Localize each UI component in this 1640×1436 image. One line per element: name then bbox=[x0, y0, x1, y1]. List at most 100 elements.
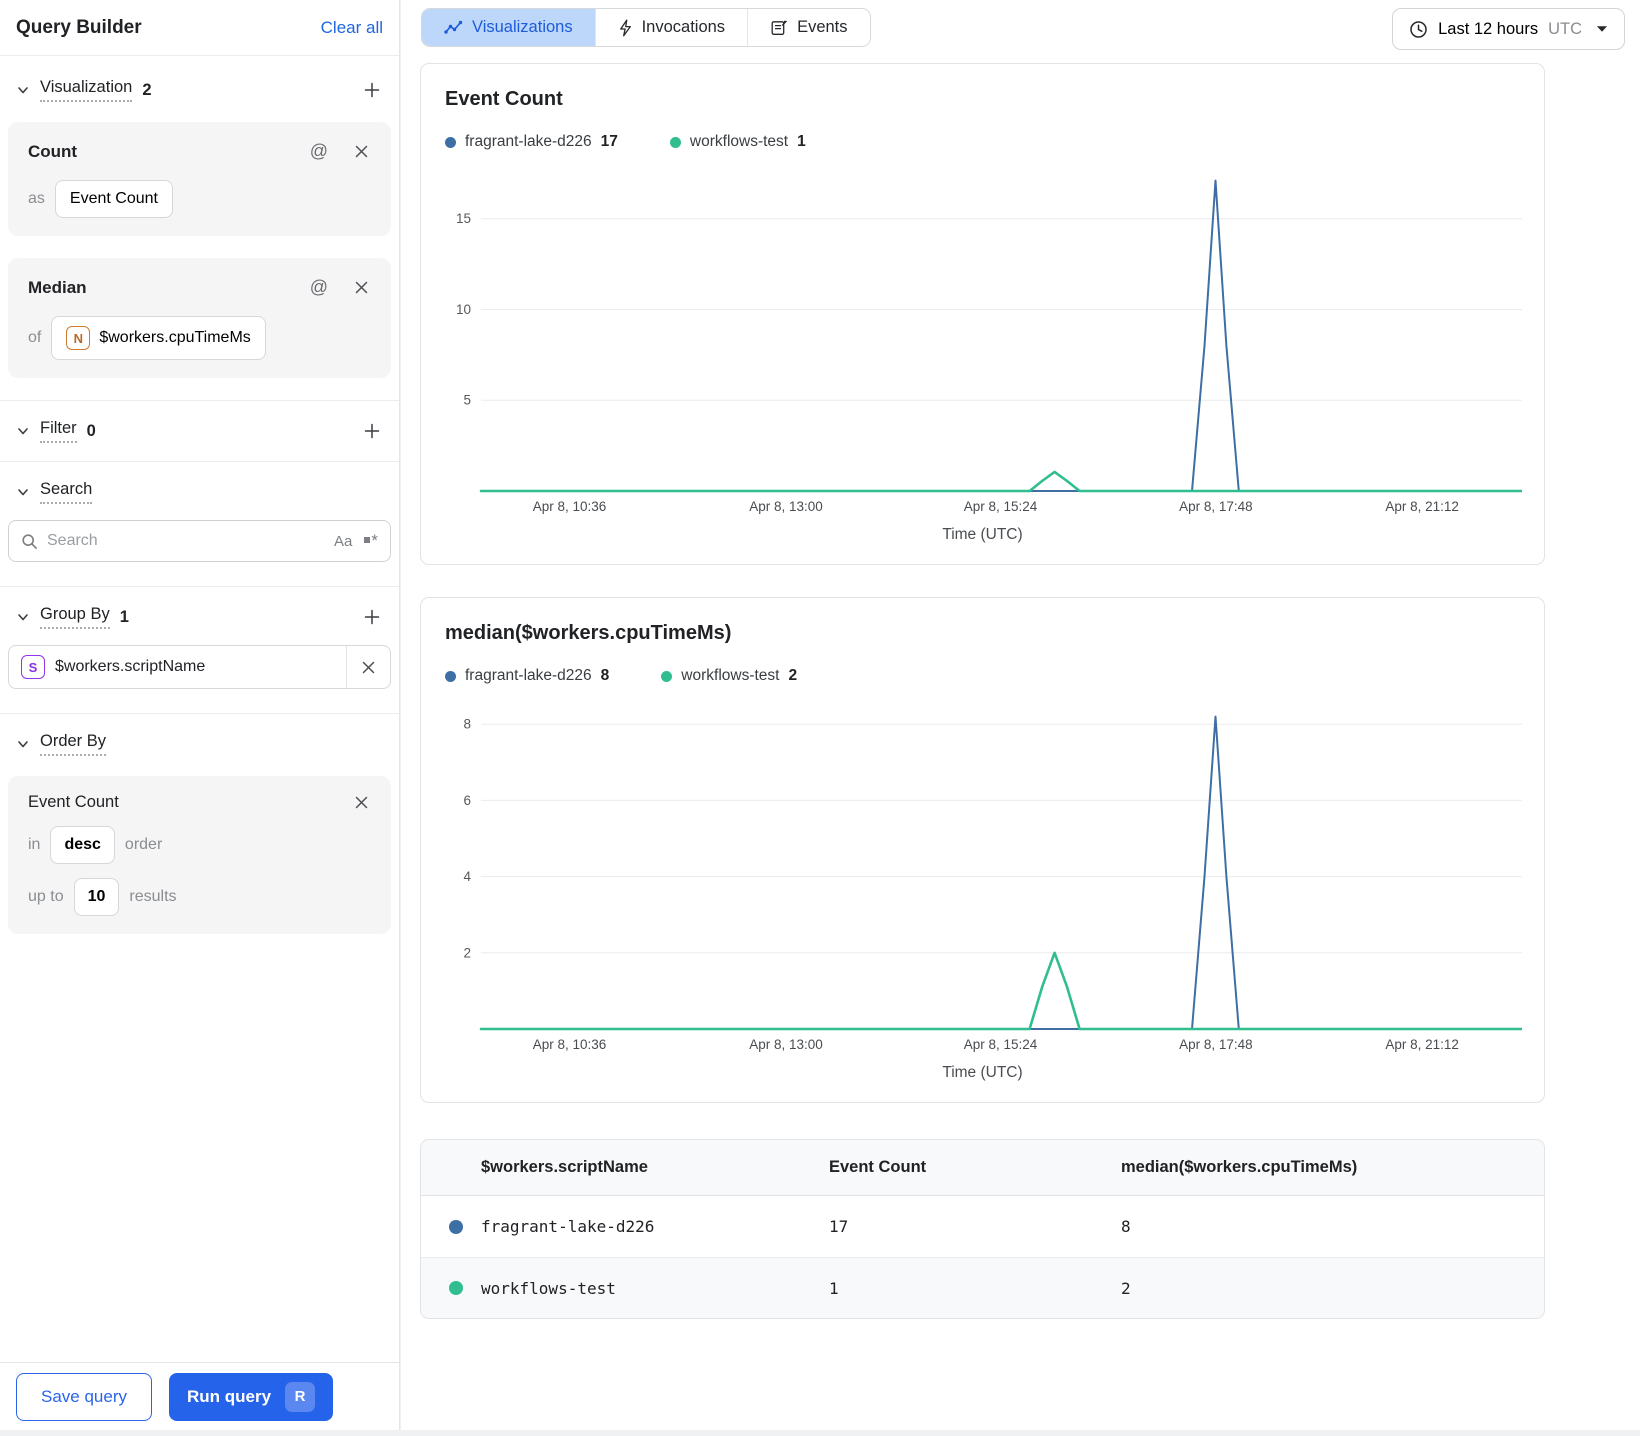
median-field-value: $workers.cpuTimeMs bbox=[99, 329, 251, 346]
chevron-down-icon[interactable] bbox=[16, 737, 30, 751]
group-by-item[interactable]: S $workers.scriptName bbox=[8, 645, 391, 689]
event-count-chart-card: Event Count fragrant-lake-d226 17 workfl… bbox=[420, 63, 1545, 565]
column-script-name: $workers.scriptName bbox=[481, 1158, 648, 1176]
svg-text:8: 8 bbox=[463, 717, 471, 732]
run-query-button[interactable]: Run query R bbox=[169, 1372, 334, 1421]
chart-title: Event Count bbox=[445, 88, 563, 110]
chart-svg: 2 4 6 8 Apr 8, 10:36 Apr 8, 13:00 Apr 8, 15:24… bbox=[463, 715, 1524, 1052]
visualization-count: 2 bbox=[142, 80, 152, 99]
view-tabs: Visualizations Invocations Events bbox=[421, 8, 871, 47]
cell-script-name: workflows-test bbox=[481, 1278, 616, 1298]
search-input[interactable] bbox=[47, 532, 323, 550]
order-by-field: Event Count bbox=[28, 793, 119, 811]
plus-icon bbox=[364, 82, 380, 98]
group-by-section-label[interactable]: Group By bbox=[40, 605, 110, 629]
median-field-selector[interactable]: N $workers.cpuTimeMs bbox=[51, 316, 266, 360]
chart-svg: 5 10 15 Apr 8, 10:36 Apr 8, 13:00 Apr 8, 15:2… bbox=[456, 179, 1524, 514]
column-event-count: Event Count bbox=[829, 1158, 927, 1176]
svg-text:Apr 8, 10:36: Apr 8, 10:36 bbox=[533, 499, 607, 514]
remove-median-button[interactable] bbox=[352, 278, 371, 297]
caret-down-icon bbox=[1597, 26, 1607, 32]
filter-section-header: Filter 0 bbox=[0, 419, 399, 443]
time-range-selector[interactable]: Last 12 hours UTC bbox=[1392, 8, 1625, 50]
chevron-down-icon[interactable] bbox=[16, 485, 30, 499]
visualization-card-count: Count @ as Event Count bbox=[8, 122, 391, 236]
svg-text:Apr 8, 15:24: Apr 8, 15:24 bbox=[964, 1037, 1038, 1052]
table-row[interactable]: workflows-test 1 2 bbox=[421, 1257, 1544, 1318]
series-dot bbox=[445, 136, 456, 148]
lightning-icon bbox=[619, 19, 631, 36]
alias-button[interactable]: @ bbox=[308, 139, 330, 164]
match-case-icon: Aa bbox=[334, 532, 353, 550]
tab-invocations[interactable]: Invocations bbox=[594, 9, 748, 46]
svg-text:4: 4 bbox=[463, 869, 471, 884]
tab-visualizations[interactable]: Visualizations bbox=[422, 9, 595, 46]
cell-event-count: 1 bbox=[829, 1278, 839, 1298]
close-icon bbox=[355, 796, 368, 809]
svg-text:Apr 8, 17:48: Apr 8, 17:48 bbox=[1179, 1037, 1253, 1052]
search-section-label[interactable]: Search bbox=[40, 480, 93, 504]
timezone-label: UTC bbox=[1548, 19, 1582, 38]
series-total: 1 bbox=[797, 133, 806, 150]
chevron-down-icon[interactable] bbox=[16, 83, 30, 97]
column-median: median($workers.cpuTimeMs) bbox=[1121, 1158, 1358, 1176]
chevron-down-icon[interactable] bbox=[16, 610, 30, 624]
series-dot bbox=[669, 136, 681, 148]
divider bbox=[0, 586, 399, 587]
svg-text:Apr 8, 21:12: Apr 8, 21:12 bbox=[1385, 1037, 1459, 1052]
median-card-title: Median bbox=[28, 277, 87, 297]
visualization-section-label[interactable]: Visualization bbox=[40, 78, 133, 102]
remove-order-by-button[interactable] bbox=[352, 793, 371, 812]
cell-script-name: fragrant-lake-d226 bbox=[481, 1217, 655, 1236]
sort-direction-selector[interactable]: desc bbox=[50, 826, 115, 864]
series-dot bbox=[449, 1219, 463, 1234]
run-query-label: Run query bbox=[187, 1386, 272, 1406]
clear-all-button[interactable]: Clear all bbox=[320, 17, 383, 37]
chevron-down-icon[interactable] bbox=[16, 424, 30, 438]
regex-toggle[interactable]: * bbox=[364, 532, 378, 549]
up-to-label: up to bbox=[28, 888, 64, 905]
order-by-card: Event Count in desc order up to 10 resul… bbox=[8, 776, 391, 934]
series-dot bbox=[661, 670, 673, 682]
table-row[interactable]: fragrant-lake-d226 17 8 bbox=[421, 1196, 1544, 1257]
legend-item[interactable]: fragrant-lake-d226 8 bbox=[445, 667, 609, 685]
table-header-row: $workers.scriptName Event Count median($… bbox=[421, 1140, 1544, 1196]
chart-legend: fragrant-lake-d226 8 workflows-test 2 bbox=[445, 667, 1520, 685]
cell-median: 2 bbox=[1121, 1278, 1131, 1298]
median-cputime-chart: 2 4 6 8 Apr 8, 10:36 Apr 8, 13:00 Apr 8, 15:24… bbox=[445, 699, 1524, 1060]
tab-events[interactable]: Events bbox=[747, 9, 870, 46]
order-by-section-label[interactable]: Order By bbox=[40, 732, 107, 756]
regex-icon bbox=[364, 537, 371, 543]
results-label: results bbox=[129, 888, 177, 905]
time-range-label: Last 12 hours bbox=[1438, 19, 1539, 38]
svg-text:Apr 8, 17:48: Apr 8, 17:48 bbox=[1179, 499, 1253, 514]
search-section-header: Search bbox=[0, 480, 399, 504]
svg-text:Apr 8, 21:12: Apr 8, 21:12 bbox=[1385, 499, 1459, 514]
add-filter-button[interactable] bbox=[361, 420, 383, 442]
remove-count-button[interactable] bbox=[352, 142, 371, 161]
event-count-alias-field[interactable]: Event Count bbox=[54, 180, 173, 218]
filter-section-label[interactable]: Filter bbox=[40, 419, 77, 443]
event-log-icon bbox=[771, 20, 788, 35]
sidebar-footer: Save query Run query R bbox=[0, 1362, 399, 1430]
svg-text:Apr 8, 15:24: Apr 8, 15:24 bbox=[964, 499, 1038, 514]
legend-item[interactable]: fragrant-lake-d226 17 bbox=[445, 133, 618, 151]
add-visualization-button[interactable] bbox=[361, 79, 383, 101]
alias-button[interactable]: @ bbox=[308, 275, 330, 300]
legend-item[interactable]: workflows-test 2 bbox=[661, 667, 797, 685]
visualization-section-header: Visualization 2 bbox=[0, 78, 399, 102]
add-group-by-button[interactable] bbox=[361, 606, 383, 628]
plus-icon bbox=[364, 609, 380, 625]
count-card-title: Count bbox=[28, 141, 78, 161]
divider bbox=[0, 400, 399, 401]
legend-item[interactable]: workflows-test 1 bbox=[669, 133, 806, 151]
save-query-button[interactable]: Save query bbox=[16, 1372, 152, 1421]
tab-label: Invocations bbox=[641, 18, 726, 36]
number-type-icon: N bbox=[66, 326, 91, 350]
alias-value: Event Count bbox=[69, 190, 158, 207]
match-case-toggle[interactable]: Aa bbox=[334, 533, 352, 550]
cell-median: 8 bbox=[1121, 1217, 1131, 1236]
result-limit-field[interactable]: 10 bbox=[73, 878, 120, 916]
series-name: fragrant-lake-d226 bbox=[465, 133, 592, 150]
remove-group-by-button[interactable] bbox=[346, 646, 390, 688]
